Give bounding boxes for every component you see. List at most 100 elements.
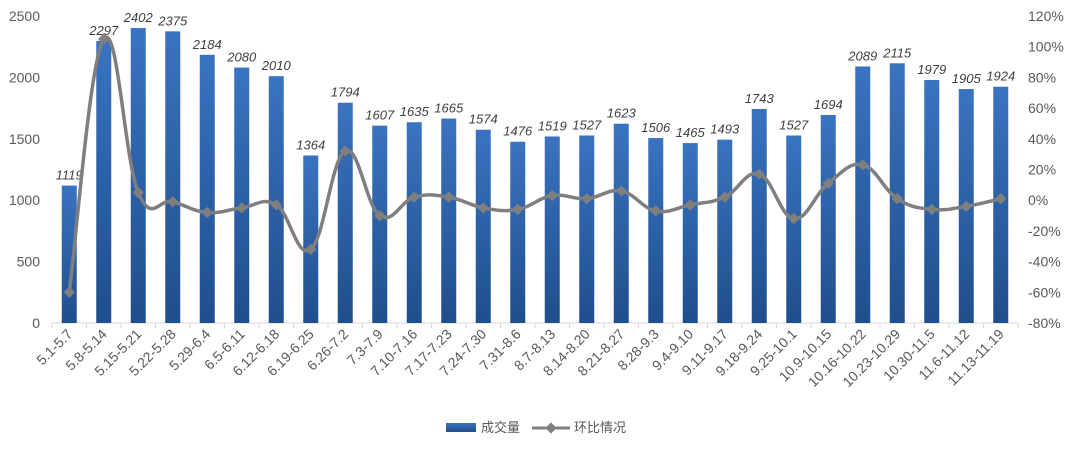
bar	[441, 118, 457, 324]
bar-data-label: 2080	[226, 50, 257, 65]
bar-data-label: 2115	[882, 45, 912, 60]
bar	[924, 79, 940, 324]
line-point	[512, 203, 524, 216]
y-left-tick-label: 1500	[9, 131, 40, 147]
y-left-tick-label: 500	[17, 254, 41, 270]
y-left-tick-label: 1000	[9, 192, 40, 208]
line-point	[857, 159, 869, 171]
legend-line-marker	[545, 422, 557, 434]
bar-data-label: 1794	[331, 85, 360, 100]
line-point	[650, 205, 662, 217]
y-right-tick-label: -40%	[1028, 254, 1061, 270]
y-right-tick-label: 20%	[1028, 162, 1056, 178]
bar-data-label: 2089	[847, 48, 877, 63]
bar	[579, 135, 595, 323]
line-point	[546, 189, 558, 202]
bar-data-label: 1979	[917, 62, 946, 77]
y-right-tick-label: -20%	[1028, 223, 1061, 239]
line-point	[201, 206, 213, 219]
bar-data-label: 1905	[952, 71, 982, 86]
bar-data-label: 1493	[710, 122, 740, 137]
y-right-tick-label: 40%	[1028, 131, 1056, 147]
bar-data-label: 2184	[192, 37, 222, 52]
line-point	[926, 203, 938, 216]
line-point	[167, 196, 179, 208]
bar-data-label: 1694	[814, 97, 843, 112]
bar-data-label: 1623	[607, 106, 637, 121]
line-point	[719, 191, 731, 203]
bar	[717, 139, 733, 323]
bar	[855, 66, 871, 324]
y-right-tick-label: -80%	[1028, 315, 1061, 331]
line-point	[236, 202, 248, 214]
bar	[820, 114, 836, 323]
line-point	[270, 199, 282, 211]
line-point	[339, 145, 351, 157]
y-right-tick-label: 100%	[1028, 39, 1064, 55]
bars-layer	[61, 28, 1009, 324]
bar	[130, 28, 146, 324]
y-left-tick-label: 2000	[9, 69, 40, 85]
bar	[613, 123, 629, 323]
bar-data-label: 1364	[296, 138, 325, 153]
line-point	[891, 193, 903, 205]
bar-labels-layer: 1119 2297 2402 2375 2184 2080 2010 1364 1794 1607…	[56, 10, 1015, 183]
bar	[648, 138, 664, 323]
line-point	[443, 191, 455, 203]
bar	[337, 102, 353, 323]
bar-data-label: 1743	[745, 91, 775, 106]
bar	[786, 135, 802, 323]
y-left-tick-label: 0	[32, 315, 40, 331]
bar-data-label: 1527	[779, 117, 809, 132]
bar	[234, 67, 250, 324]
bar-data-label: 1665	[434, 101, 464, 116]
line-point	[684, 199, 696, 211]
line-point	[960, 200, 972, 212]
line-point	[374, 209, 386, 222]
line-point	[995, 193, 1007, 205]
bar-data-label: 2297	[88, 23, 119, 38]
bar-data-label: 1527	[572, 117, 602, 132]
bar-data-label: 1574	[469, 112, 498, 127]
line-point	[788, 212, 800, 225]
bar	[165, 31, 181, 323]
bar-data-label: 1519	[538, 118, 567, 133]
bar-data-label: 1607	[365, 108, 395, 123]
bar	[682, 143, 698, 323]
legend: 成交量 环比情况	[446, 420, 626, 435]
line-point	[477, 202, 489, 214]
bar-data-label: 2402	[123, 10, 154, 25]
line-point	[753, 168, 765, 180]
bar	[199, 54, 215, 323]
bar-data-label: 1476	[503, 124, 533, 139]
y-right-tick-label: 60%	[1028, 100, 1056, 116]
bar-data-label: 1465	[676, 125, 706, 140]
bar	[751, 108, 767, 324]
line-point	[132, 186, 144, 199]
y-right-tick-label: 0%	[1028, 192, 1048, 208]
bar	[406, 122, 422, 323]
bar	[510, 141, 526, 323]
bar-data-label: 1924	[986, 69, 1015, 84]
bar	[372, 125, 388, 323]
bar-data-label: 2010	[261, 58, 292, 73]
y-right-tick-label: 120%	[1028, 8, 1064, 24]
bar-data-label: 1506	[641, 120, 671, 135]
y-left-tick-label: 2500	[9, 8, 40, 24]
line-point	[581, 193, 593, 205]
line-point	[615, 185, 627, 197]
legend-line-label: 环比情况	[574, 420, 626, 435]
line-point	[305, 243, 317, 255]
line-point	[98, 33, 110, 45]
bar	[303, 155, 319, 323]
legend-bar-swatch	[446, 423, 476, 432]
y-right-tick-label: -60%	[1028, 284, 1061, 300]
bar	[96, 40, 112, 323]
bar	[993, 86, 1009, 323]
bar-data-label: 1635	[400, 104, 430, 119]
line-layer	[63, 33, 1007, 298]
line-point	[408, 191, 420, 203]
bar-data-label: 1119	[56, 168, 83, 183]
